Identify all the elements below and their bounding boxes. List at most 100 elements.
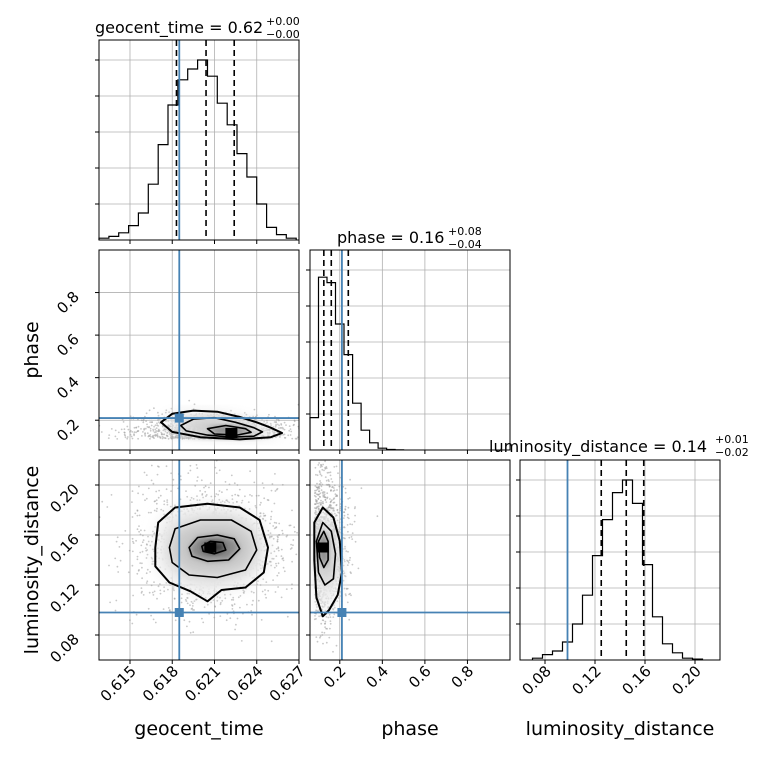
- sample-point: [171, 484, 174, 487]
- sample-point: [353, 520, 356, 523]
- sample-point: [277, 549, 280, 552]
- sample-point: [332, 509, 335, 512]
- y-tick-label: 0.2: [53, 415, 83, 445]
- sample-point: [318, 490, 321, 492]
- sample-point: [120, 428, 123, 431]
- sample-point: [133, 433, 135, 436]
- sample-point: [164, 437, 167, 439]
- sample-point: [328, 480, 330, 482]
- sample-point: [332, 490, 335, 492]
- sample-point: [191, 607, 194, 610]
- sample-point: [146, 544, 148, 546]
- sample-point: [221, 599, 224, 602]
- sample-point: [150, 424, 153, 427]
- sample-point: [101, 500, 104, 503]
- sample-point: [185, 437, 188, 439]
- sample-point: [351, 532, 354, 534]
- contour-level-4: [201, 540, 227, 555]
- sample-point: [344, 575, 347, 578]
- sample-point: [311, 532, 313, 534]
- sample-point: [202, 621, 205, 624]
- sample-point: [325, 466, 328, 468]
- sample-point: [143, 529, 146, 532]
- sample-point: [277, 572, 280, 574]
- sample-point: [108, 434, 111, 436]
- sample-point: [319, 496, 321, 498]
- sample-point: [156, 433, 159, 435]
- sample-point: [96, 577, 98, 579]
- sample-point: [351, 523, 354, 526]
- sample-point: [186, 495, 189, 498]
- sample-point: [203, 486, 205, 489]
- sample-point: [274, 473, 276, 475]
- sample-point: [301, 426, 303, 428]
- sample-point: [272, 557, 275, 560]
- sample-point: [230, 598, 233, 601]
- sample-point: [320, 499, 322, 502]
- sample-point: [354, 540, 357, 543]
- sample-point: [154, 526, 157, 528]
- sample-point: [304, 436, 306, 438]
- sample-point: [153, 509, 156, 512]
- sample-point: [332, 501, 335, 504]
- sample-point: [150, 464, 153, 467]
- sample-point: [276, 540, 279, 542]
- sample-point: [346, 524, 349, 526]
- sample-point: [190, 600, 193, 603]
- sample-point: [180, 478, 182, 481]
- sample-point: [203, 606, 206, 609]
- y-tick-label: 0.08: [46, 630, 82, 666]
- sample-point: [288, 425, 291, 427]
- sample-point: [325, 479, 328, 482]
- sample-point: [315, 603, 318, 606]
- sample-point: [216, 599, 219, 602]
- sample-point: [170, 472, 173, 475]
- sample-point: [250, 590, 253, 593]
- sample-point: [141, 550, 144, 553]
- sample-point: [164, 430, 167, 433]
- sample-point: [143, 471, 146, 474]
- sample-point: [254, 505, 257, 507]
- axes-frame: [98, 249, 300, 451]
- sample-point: [184, 598, 187, 601]
- sample-point: [302, 581, 304, 583]
- x-tick-label: 0.8: [448, 662, 478, 692]
- sample-point: [138, 530, 141, 533]
- sample-point: [270, 640, 273, 643]
- x-tick-label: 0.12: [568, 662, 604, 698]
- sample-point: [151, 540, 153, 543]
- sample-point: [278, 419, 280, 422]
- sample-point: [149, 421, 152, 424]
- sample-point: [78, 619, 80, 621]
- sample-point: [293, 419, 296, 422]
- sample-point: [196, 495, 198, 497]
- sample-point: [315, 473, 317, 476]
- sample-point: [165, 409, 168, 412]
- sample-point: [314, 491, 317, 494]
- histogram-luminosity-distance-step: [531, 479, 704, 660]
- sample-point: [338, 526, 341, 529]
- axes-frame: [98, 39, 300, 241]
- sample-point: [339, 531, 341, 533]
- sample-point: [156, 436, 159, 438]
- sample-point: [274, 426, 277, 428]
- sample-point: [347, 530, 349, 533]
- sample-point: [320, 482, 322, 484]
- sample-point: [327, 616, 330, 619]
- sample-point: [321, 634, 324, 636]
- sample-point: [318, 509, 321, 512]
- sample-point: [152, 482, 155, 485]
- sample-point: [262, 518, 265, 520]
- sample-point: [325, 616, 328, 618]
- sample-point: [163, 586, 166, 589]
- sample-point: [153, 434, 156, 437]
- sample-point: [319, 504, 322, 506]
- x-tick-label: 0.6: [405, 662, 435, 692]
- sample-point: [270, 515, 272, 518]
- sample-point: [318, 501, 321, 504]
- sample-point: [172, 588, 175, 590]
- sample-point: [156, 424, 159, 427]
- sample-point: [124, 436, 127, 439]
- sample-point: [326, 496, 329, 499]
- sample-point: [330, 500, 332, 503]
